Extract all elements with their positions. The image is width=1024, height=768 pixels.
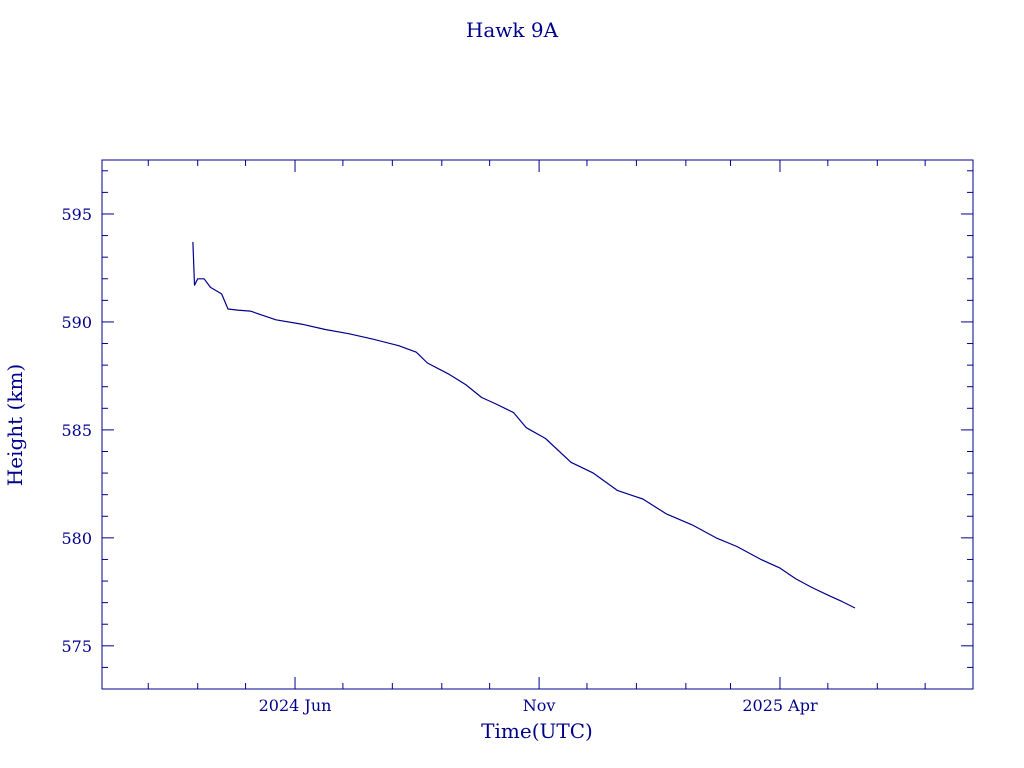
y-tick-label: 585 xyxy=(61,421,92,440)
plot-frame xyxy=(101,159,974,690)
series-line xyxy=(192,241,856,609)
x-axis-title: Time(UTC) xyxy=(481,719,593,743)
y-tick-label: 590 xyxy=(61,313,92,332)
x-tick-label: Nov xyxy=(523,696,556,715)
y-axis-title: Height (km) xyxy=(3,364,27,486)
y-tick-label: 595 xyxy=(61,205,92,224)
x-tick-label: 2025 Apr xyxy=(742,696,818,715)
data-series xyxy=(192,241,856,609)
x-tick-label: 2024 Jun xyxy=(259,696,332,715)
y-tick-label: 575 xyxy=(61,637,92,656)
chart-title: Hawk 9A xyxy=(466,18,559,42)
y-tick-label: 580 xyxy=(61,529,92,548)
axis-ticks: 575 580 585 590 595 2024 Jun Nov 2025 Apr xyxy=(61,160,973,715)
